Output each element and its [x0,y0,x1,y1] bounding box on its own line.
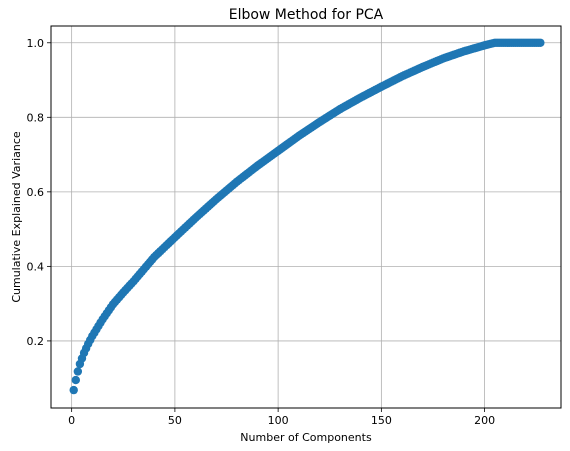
data-point [71,375,80,385]
y-axis-label: Cumulative Explained Variance [10,131,23,303]
x-tick-label: 50 [168,414,182,427]
x-axis-label: Number of Components [240,431,372,444]
data-point [69,385,78,395]
y-axis-ticks: 0.2 0.4 0.6 0.8 1.0 [27,37,51,348]
x-tick-label: 150 [371,414,392,427]
data-point [73,367,83,376]
plot-frame [50,25,562,409]
plot-background [51,26,561,408]
x-tick-label: 200 [474,414,495,427]
y-tick-label: 0.6 [27,186,45,199]
x-tick-label: 0 [68,414,75,427]
y-tick-label: 0.2 [27,335,45,348]
gridlines [51,26,561,408]
y-tick-label: 0.8 [27,111,45,124]
chart-title: Elbow Method for PCA [229,7,384,23]
x-tick-label: 100 [268,414,289,427]
y-tick-label: 0.4 [27,260,45,273]
data-point [536,38,545,47]
x-axis-ticks: 0 50 100 150 200 [68,408,495,427]
data-points [69,38,545,395]
y-tick-label: 1.0 [27,37,45,50]
plot-area [51,26,561,408]
